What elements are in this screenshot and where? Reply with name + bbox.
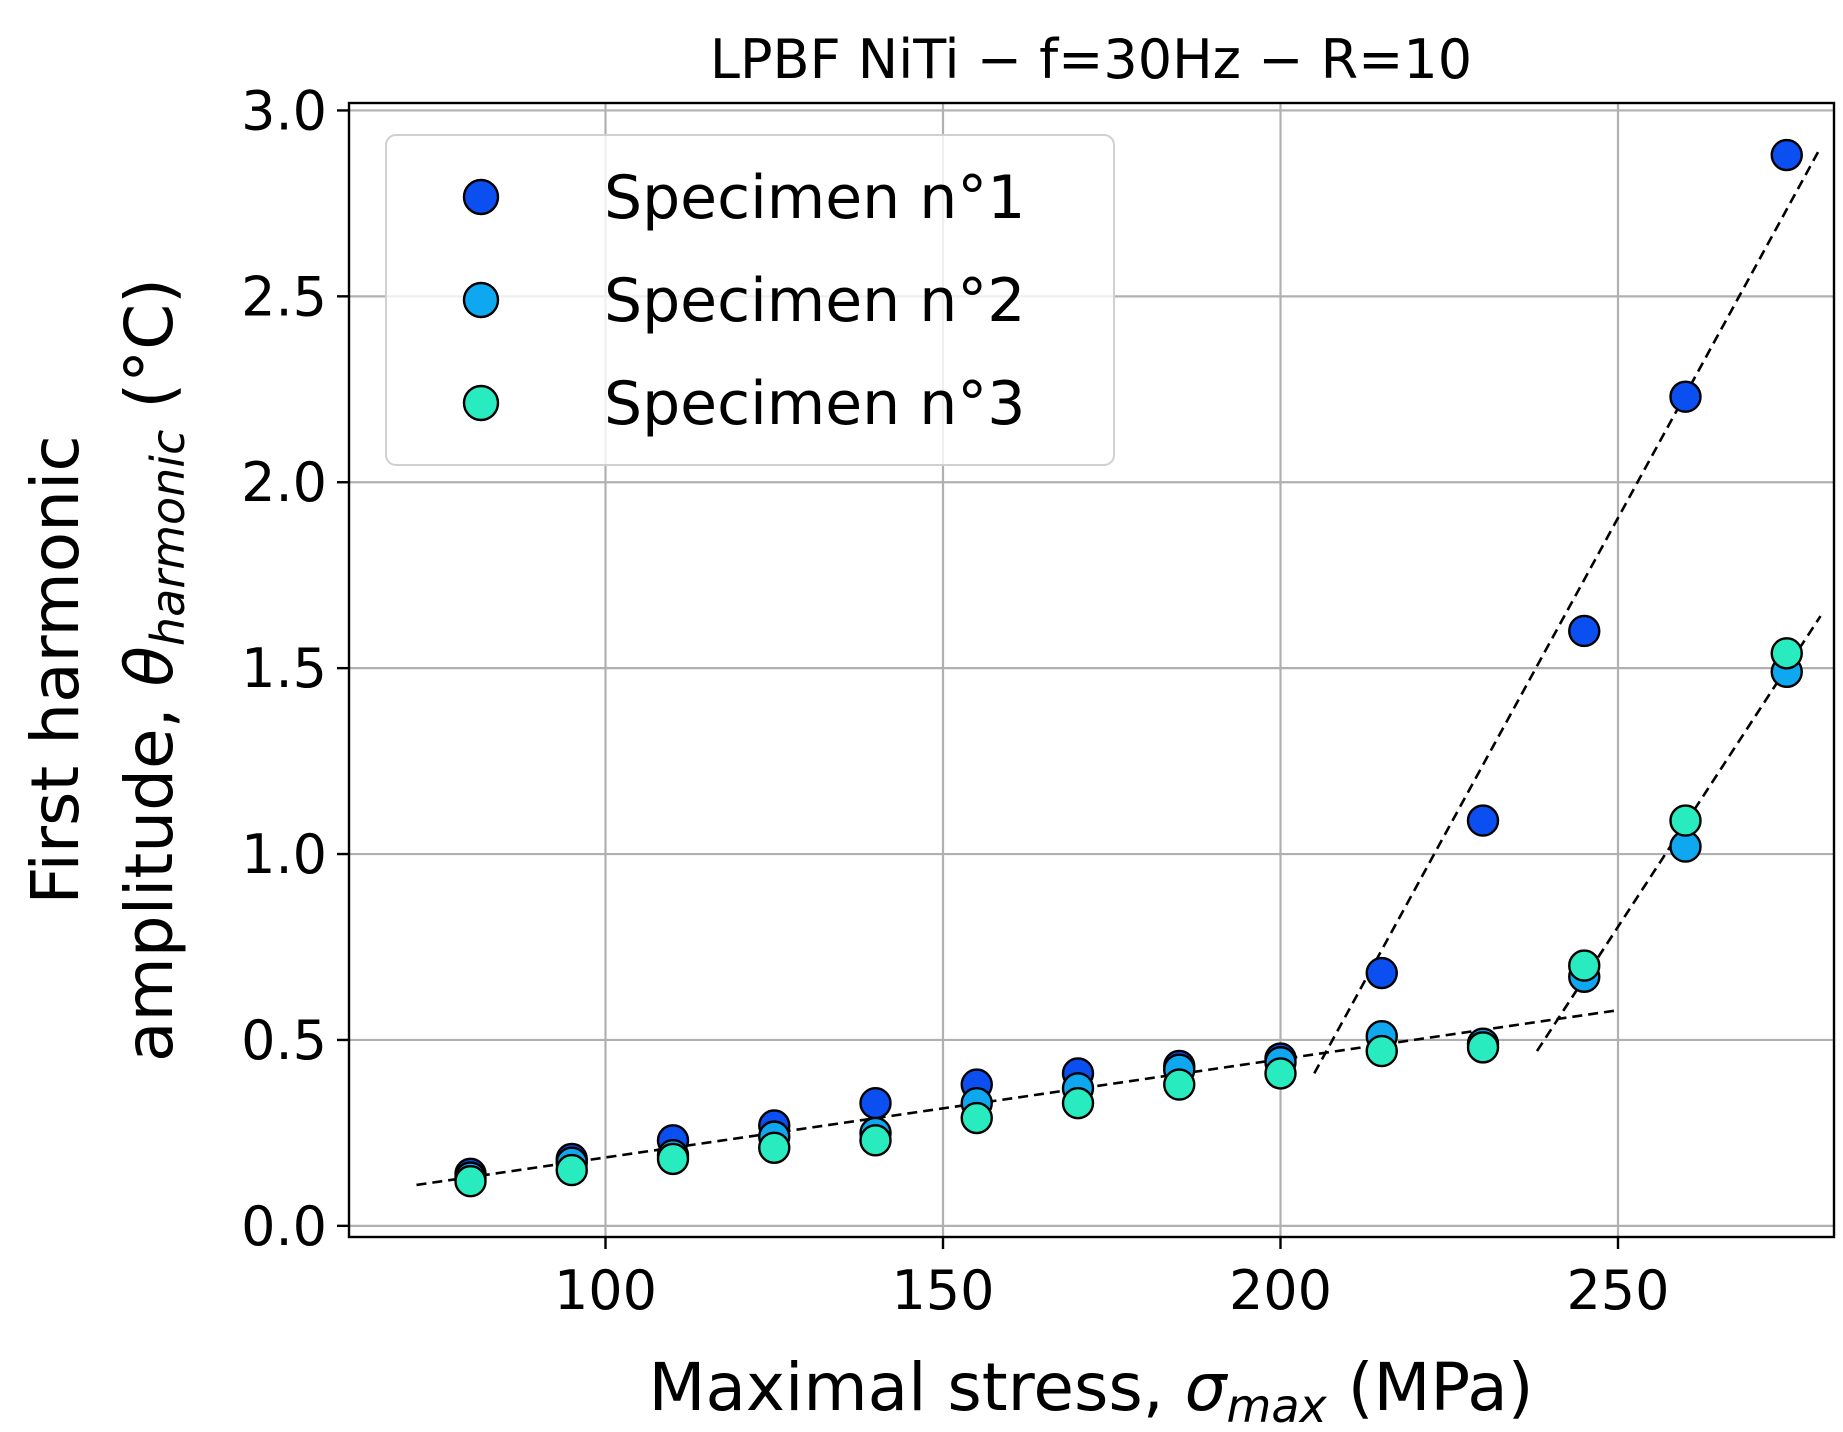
y-tick-label: 3.0 [241,79,327,142]
x-axis-label: Maximal stress, σmax (MPa) [649,1349,1534,1432]
y-axis-label-line1: First harmonic [17,435,94,904]
data-points [454,138,1803,1198]
y-tick-label: 0.5 [241,1009,327,1072]
axis-ticks: 100 150 200 250 0.0 0.5 1.0 1.5 2.0 2.5 3.0 [241,79,1669,1322]
plot-frame [347,101,1836,1239]
data-point [1770,138,1803,172]
data-point [1669,380,1702,413]
data-point [1568,949,1601,982]
y-axis-label: First harmonic amplitude, θharmonic (°C) [17,278,195,1062]
y-tick-label: 2.5 [241,265,327,328]
legend-label: Specimen n°2 [604,266,1025,336]
x-tick-label: 250 [1566,1259,1669,1322]
y-axis-label-subscript: harmonic [141,430,195,646]
data-point [1163,1068,1196,1101]
fit-specimen-1 [1313,146,1822,1075]
y-tick-label: 1.5 [241,637,327,700]
data-point [859,1086,892,1120]
data-point [859,1124,892,1157]
x-axis-label-subscript: max [1227,1379,1328,1432]
legend-marker [462,384,500,422]
y-axis-label-prefix: amplitude, [111,686,188,1061]
legend: Specimen n°1 Specimen n°2 Specimen n°3 [385,134,1115,466]
data-point [1466,804,1500,837]
y-axis-label-line2: amplitude, θharmonic (°C) [111,278,195,1062]
data-point [1466,1031,1500,1064]
x-axis-label-symbol: σ [1185,1349,1229,1426]
legend-marker [462,178,500,216]
y-axis-label-symbol: θ [111,646,188,686]
legend-label: Specimen n°1 [604,163,1025,233]
x-tick-label: 150 [891,1259,994,1322]
data-point [454,1165,487,1198]
legend-box [385,134,1115,466]
data-point [1365,956,1398,990]
fit-low-stress [416,1008,1619,1187]
x-tick-label: 200 [1229,1259,1332,1322]
x-axis-label-prefix: Maximal stress, [649,1349,1185,1426]
y-tick-label: 2.0 [241,451,327,514]
data-point [1770,637,1803,670]
data-point [1669,804,1702,837]
x-tick-label: 100 [554,1259,657,1322]
data-point [1568,614,1601,648]
y-axis-label-suffix: (°C) [111,278,188,430]
data-point [1264,1057,1297,1090]
chart-title: LPBF NiTi − f=30Hz − R=10 [710,28,1472,91]
legend-marker [462,281,500,319]
legend-label: Specimen n°3 [604,369,1025,439]
data-point [1365,1034,1398,1068]
data-point [1061,1086,1095,1120]
data-point [960,1101,993,1135]
series-specimen-2 [454,655,1803,1194]
series-specimen-3 [454,637,1803,1198]
data-point [758,1131,791,1164]
y-tick-label: 0.0 [241,1195,327,1258]
data-point [555,1153,588,1187]
data-point [656,1142,690,1176]
y-tick-label: 1.0 [241,823,327,886]
x-axis-label-suffix: (MPa) [1327,1349,1534,1426]
